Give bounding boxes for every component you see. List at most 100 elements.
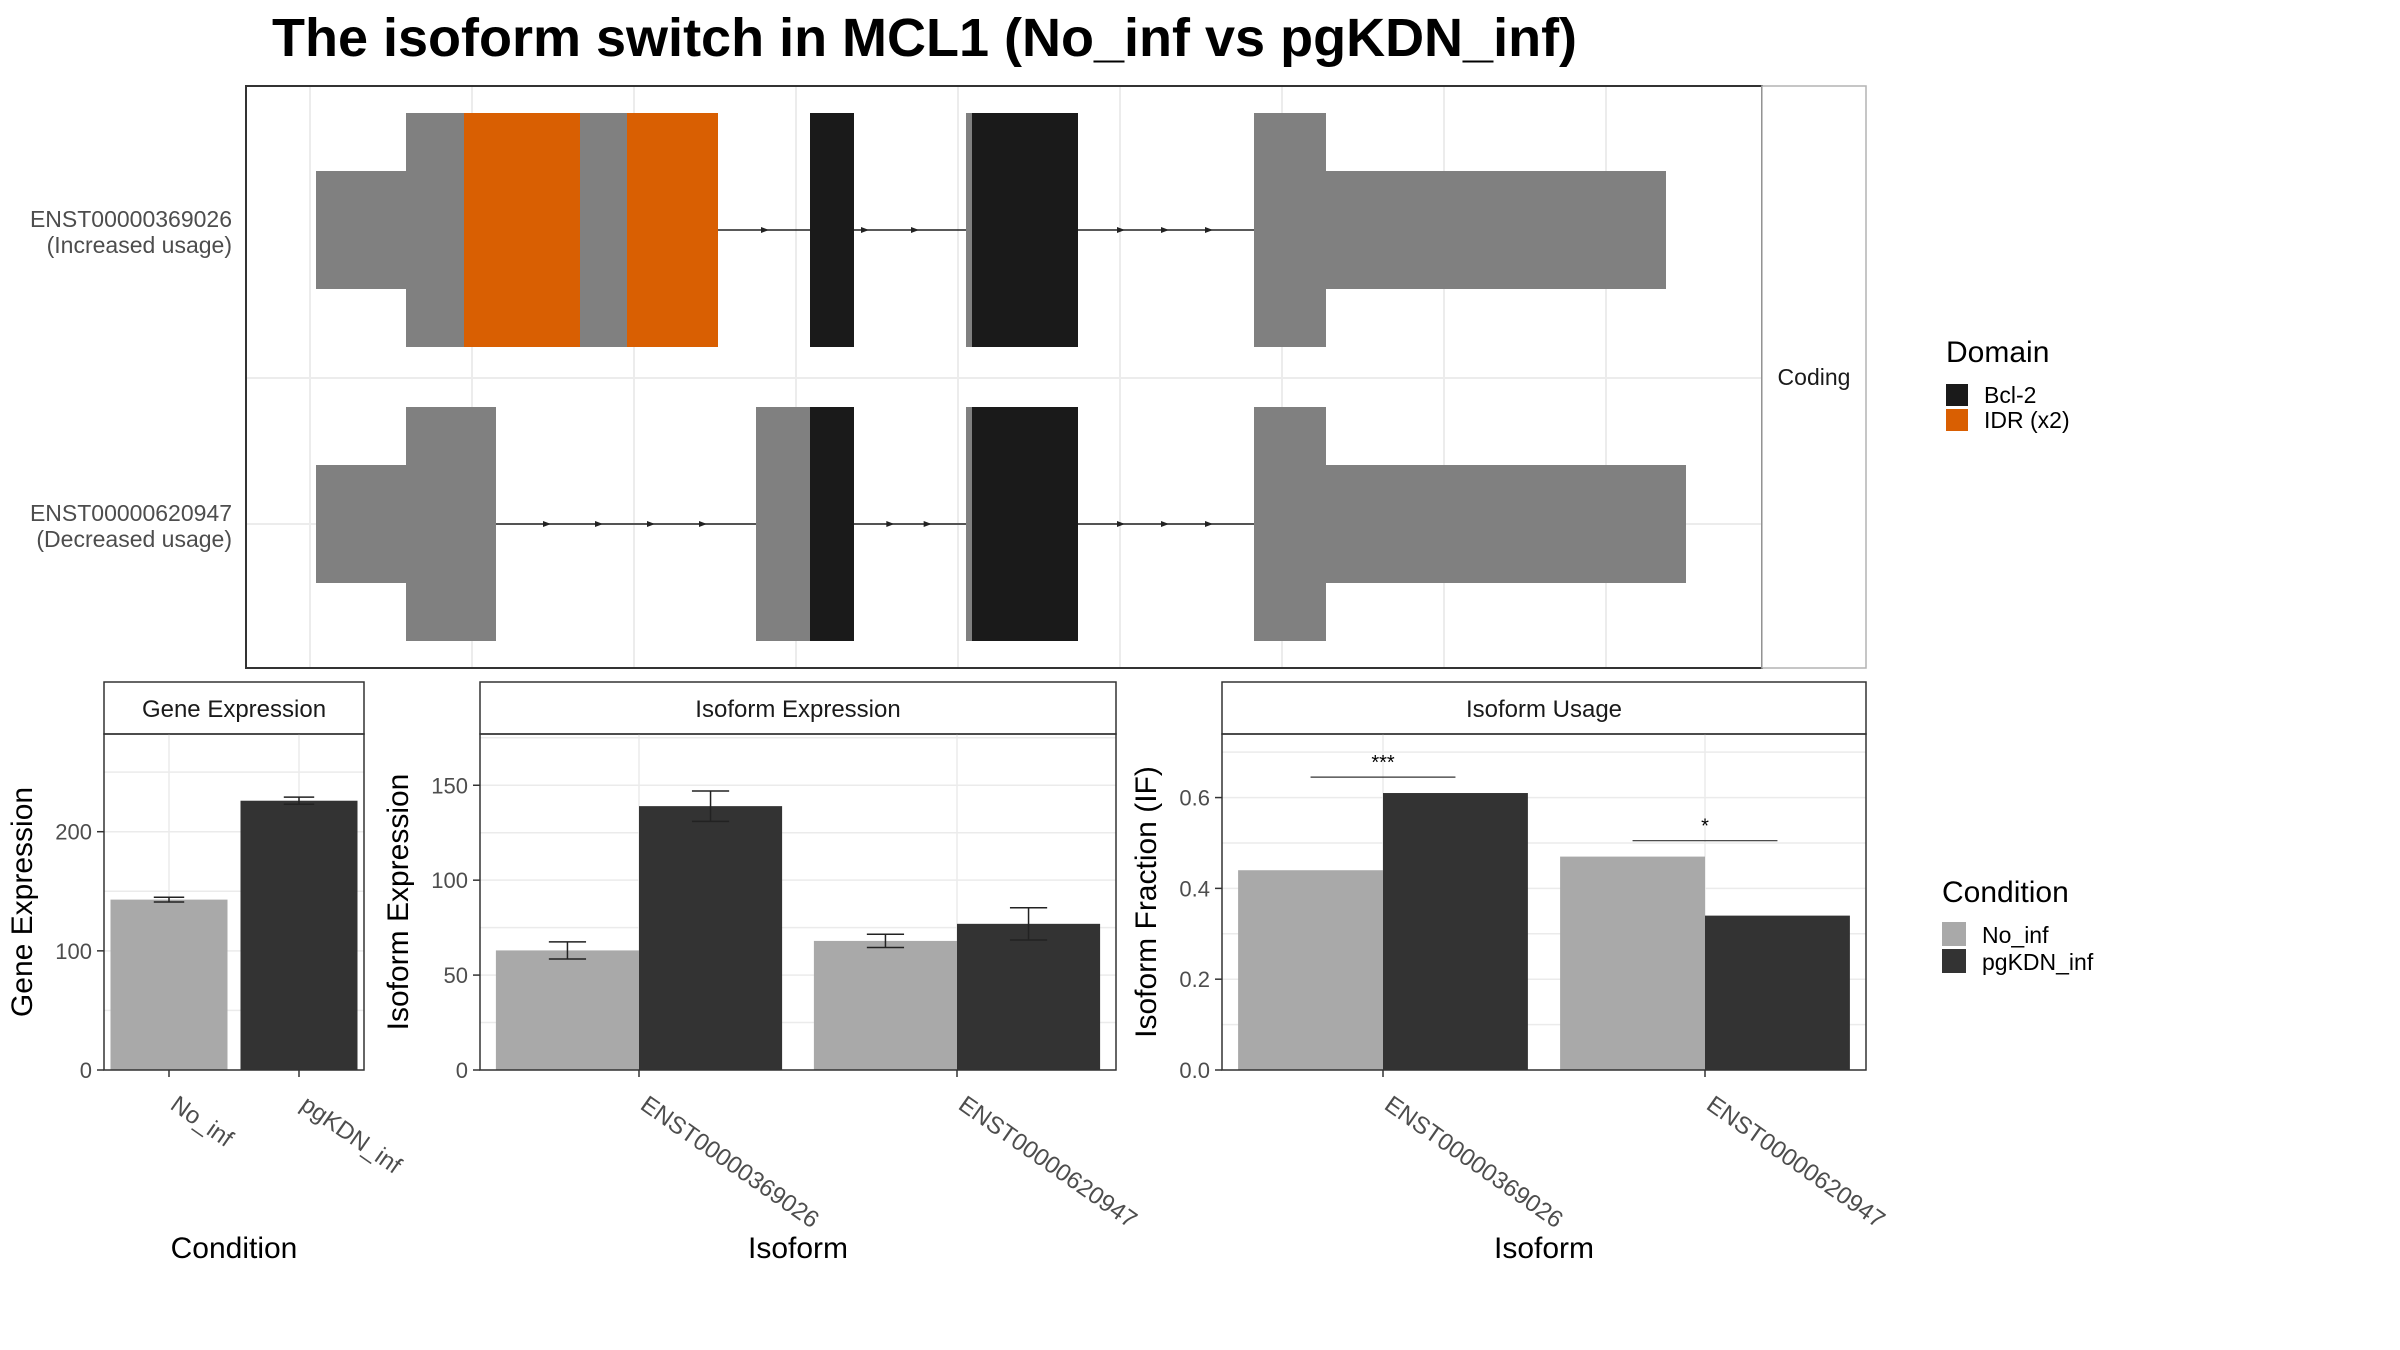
- isoform-369026-exon: [316, 171, 406, 289]
- isoform-369026-exon: [1254, 113, 1326, 347]
- isoform-expression-panel: Isoform Expression 0 50 100 150 ENST000003690…: [382, 681, 1142, 1265]
- x-axis-label: Condition: [171, 1232, 298, 1265]
- strip-label: Isoform Expression: [695, 696, 900, 723]
- isoform-620947-usage-label: (Decreased usage): [36, 526, 232, 552]
- isoform-369026-domain: [972, 113, 1078, 347]
- strip: [103, 681, 365, 735]
- isoform-369026-intron-arrow: [1205, 227, 1213, 233]
- bar: [1560, 856, 1705, 1070]
- x-axis-label: Isoform: [748, 1232, 848, 1265]
- bar: [495, 950, 639, 1070]
- isoform-620947-intron-arrow: [886, 521, 895, 527]
- isoform-620947-intron-arrow: [543, 521, 551, 527]
- isoform-620947-domain: [972, 407, 1078, 641]
- condition-legend-label: pgKDN_inf: [1982, 949, 2094, 975]
- panel-border: [103, 733, 365, 1071]
- isoform-620947-id-label: ENST00000620947: [30, 500, 232, 526]
- y-axis-label: Gene Expression: [6, 787, 39, 1017]
- y-axis-label: Isoform Expression: [382, 774, 415, 1031]
- bar: [240, 800, 358, 1070]
- strip: [1221, 681, 1867, 735]
- x-tick-label: pgKDN_inf: [296, 1091, 407, 1180]
- y-axis-label: Isoform Fraction (IF): [1130, 766, 1163, 1038]
- y-tick-label: 150: [431, 773, 468, 798]
- domain-legend-label: Bcl-2: [1984, 382, 2036, 408]
- error-bar: [283, 796, 315, 806]
- bar: [813, 940, 957, 1070]
- isoform-620947-intron-arrow: [1161, 521, 1169, 527]
- strip-label: Isoform Usage: [1466, 696, 1622, 723]
- isoform-369026-usage-label: (Increased usage): [47, 232, 232, 258]
- isoform-369026-intron-arrow: [761, 227, 769, 233]
- isoform-369026-intron-arrow: [861, 227, 869, 233]
- isoform-620947-intron-arrow: [923, 521, 932, 527]
- y-tick-label: 100: [431, 868, 468, 893]
- isoform-369026-intron-arrow: [1117, 227, 1125, 233]
- strip-label: Gene Expression: [142, 696, 326, 723]
- isoform-620947-exon: [1254, 407, 1326, 641]
- isoform-620947-intron-arrow: [1117, 521, 1125, 527]
- error-bar: [548, 941, 587, 960]
- condition-legend-key: [1942, 922, 1966, 946]
- y-tick-label: 0.4: [1179, 876, 1210, 901]
- y-tick-label: 0.2: [1179, 967, 1210, 992]
- isoform-usage-panel: Isoform Usage0.00.20.40.6****ENST0000036…: [1130, 681, 1890, 1265]
- condition-legend-label: No_inf: [1982, 922, 2049, 948]
- isoform-369026-intron-arrow: [1161, 227, 1169, 233]
- x-tick-label: ENST00000620947: [954, 1091, 1142, 1234]
- panel-border: [479, 733, 1117, 1071]
- domain-legend-title: Domain: [1946, 336, 2049, 369]
- figure-title: The isoform switch in MCL1 (No_inf vs pg…: [272, 8, 1577, 68]
- error-bar: [691, 790, 730, 823]
- isoform-620947-intron-arrow: [647, 521, 655, 527]
- domain-legend-key: [1946, 409, 1968, 431]
- error-bar: [866, 933, 905, 949]
- error-bar: [153, 896, 185, 903]
- bar: [957, 923, 1101, 1070]
- significance-label: ***: [1371, 752, 1395, 774]
- bar: [639, 806, 783, 1070]
- bar: [1705, 915, 1850, 1070]
- condition-legend-key: [1942, 949, 1966, 973]
- error-bar: [1009, 906, 1048, 941]
- isoform-620947-intron-arrow: [699, 521, 707, 527]
- bar: [110, 899, 228, 1070]
- isoform-620947-exon: [1326, 465, 1686, 583]
- isoform-620947-intron-arrow: [1205, 521, 1213, 527]
- isoform-369026-domain: [627, 113, 718, 347]
- isoform-369026-exon: [1326, 171, 1666, 289]
- x-tick-label: No_inf: [166, 1091, 239, 1153]
- isoform-369026-domain: [464, 113, 580, 347]
- domain-legend-label: IDR (x2): [1984, 407, 2070, 433]
- isoform-620947-intron-arrow: [595, 521, 603, 527]
- isoform-620947-exon: [316, 465, 406, 583]
- isoform-369026-id-label: ENST00000369026: [30, 206, 232, 232]
- significance-label: *: [1701, 816, 1709, 838]
- y-tick-label: 100: [55, 939, 92, 964]
- y-tick-label: 0.6: [1179, 786, 1210, 811]
- strip: [479, 681, 1117, 735]
- bar: [1238, 870, 1383, 1070]
- x-tick-label: ENST00000369026: [636, 1091, 824, 1234]
- y-tick-label: 0.0: [1179, 1058, 1210, 1083]
- isoform-620947-domain: [810, 407, 854, 641]
- gene-expression-panel: Gene Expression 0 100 200 No_inf pgKDN_inf Con…: [6, 681, 407, 1265]
- isoform-structure-panel: ENST00000369026(Increased usage) ENST0000…: [30, 85, 1867, 669]
- coding-strip: [1761, 85, 1867, 669]
- bar: [1383, 793, 1528, 1070]
- isoform-369026-domain: [810, 113, 854, 347]
- condition-legend-title: Condition: [1942, 876, 2069, 909]
- y-tick-label: 50: [444, 963, 468, 988]
- panel-border: [1221, 733, 1867, 1071]
- x-tick-label: ENST00000620947: [1702, 1091, 1890, 1234]
- x-tick-label: ENST00000369026: [1380, 1091, 1568, 1234]
- domain-legend-key: [1946, 384, 1968, 406]
- isoform-369026-intron-arrow: [911, 227, 919, 233]
- y-tick-label: 0: [456, 1058, 468, 1083]
- isoform-620947-exon: [406, 407, 496, 641]
- x-axis-label: Isoform: [1494, 1232, 1594, 1265]
- y-tick-label: 0: [80, 1058, 92, 1083]
